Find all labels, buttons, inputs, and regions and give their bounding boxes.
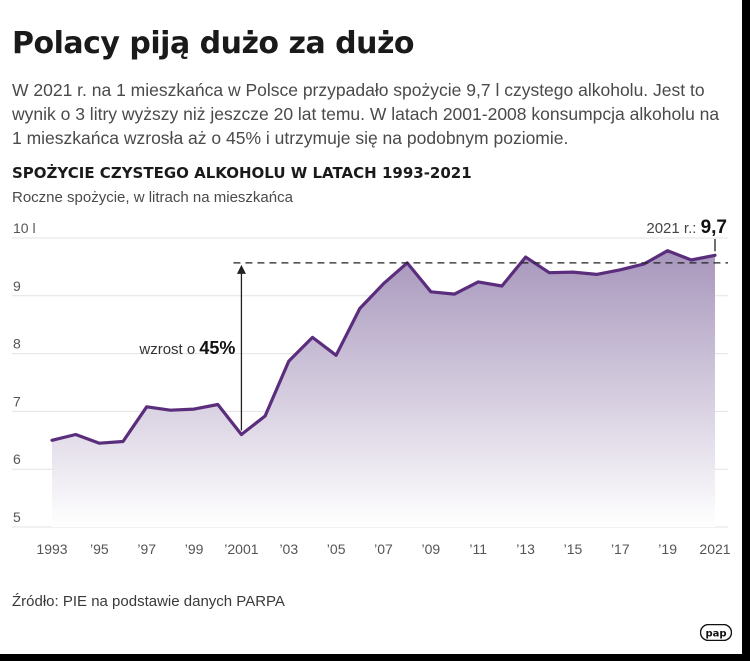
lead-paragraph: W 2021 r. na 1 mieszkańca w Polsce przyp… [12,80,720,148]
growth-arrowhead [236,264,246,274]
x-tick-label: ’13 [516,541,535,557]
y-tick-label: 9 [13,278,21,294]
x-tick-label: ’07 [374,541,393,557]
x-tick-label: 1993 [36,541,67,557]
y-tick-label: 10 l [13,220,36,236]
end-annotation-label: 2021 r.: [646,220,700,237]
x-tick-label: ’99 [185,541,204,557]
x-tick-label: ’15 [564,541,583,557]
y-tick-label: 6 [13,451,21,467]
x-tick-label: ’11 [469,541,487,557]
end-annotation-value: 9,7 [701,217,727,238]
x-tick-label: ’2001 [224,541,258,557]
infographic-card: Polacy piją dużo za dużo W 2021 r. na 1 … [0,0,742,654]
area-fill [52,250,715,527]
page-title: Polacy piją dużo za dużo [12,26,415,61]
line-area-chart: 10 l 9 8 7 6 5 wzrost o 45% 2021 r.: 9,7 1993… [12,217,731,557]
x-tick-label: ’17 [611,541,630,557]
growth-annotation-prefix: wzrost o [138,341,199,358]
x-tick-label: ’19 [658,541,677,557]
x-tick-label: 2021 [699,541,730,557]
source-note: Źródło: PIE na podstawie danych PARPA [12,593,285,610]
x-tick-label: ’09 [422,541,441,557]
x-tick-label: ’97 [137,541,156,557]
growth-annotation: wzrost o 45% [138,338,235,358]
growth-annotation-value: 45% [199,338,235,358]
y-tick-label: 7 [13,393,21,409]
y-tick-label: 5 [13,509,21,525]
y-tick-label: 8 [13,336,21,352]
end-annotation: 2021 r.: 9,7 [646,217,727,238]
svg-text:pap: pap [705,628,726,639]
x-tick-label: ’05 [327,541,346,557]
pap-logo: pap [700,624,732,641]
chart-title: SPOŻYCIE CZYSTEGO ALKOHOLU W LATACH 1993… [12,164,472,182]
series-line [50,249,717,445]
x-tick-label: ’03 [279,541,298,557]
chart-subtitle: Roczne spożycie, w litrach na mieszkańca [12,189,293,206]
x-tick-label: ’95 [90,541,109,557]
